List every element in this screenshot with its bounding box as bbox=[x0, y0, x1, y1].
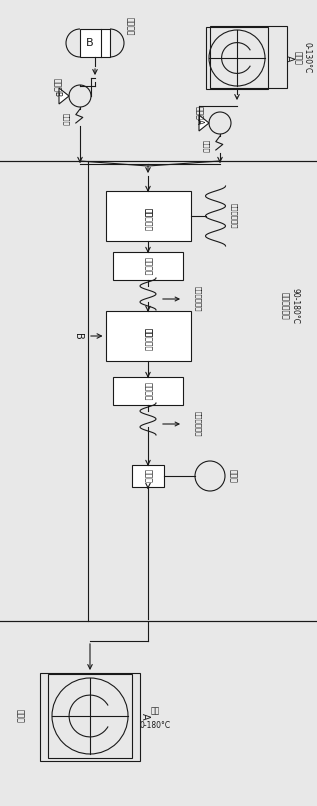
Text: 微通道反应: 微通道反应 bbox=[144, 208, 152, 231]
Bar bbox=[106, 311, 191, 361]
Text: 90-180°C: 90-180°C bbox=[290, 288, 300, 324]
Text: 产品罐: 产品罐 bbox=[16, 709, 24, 723]
Text: 计量泵B: 计量泵B bbox=[54, 78, 62, 98]
Text: 器一: 器一 bbox=[144, 208, 152, 217]
Text: 0-180°C: 0-180°C bbox=[139, 721, 171, 730]
Text: 微通道反应: 微通道反应 bbox=[144, 328, 152, 351]
Text: 原料罐冰: 原料罐冰 bbox=[126, 17, 134, 35]
Bar bbox=[48, 674, 132, 758]
Bar bbox=[132, 465, 164, 487]
Text: B: B bbox=[73, 333, 83, 339]
Text: A: A bbox=[284, 55, 294, 61]
Text: 背压阀一: 背压阀一 bbox=[144, 257, 152, 276]
Text: 液体背压管道: 液体背压管道 bbox=[195, 286, 201, 312]
Polygon shape bbox=[199, 115, 209, 131]
Text: 液体背压管道: 液体背压管道 bbox=[195, 411, 201, 437]
Text: 采样罐: 采样罐 bbox=[229, 469, 237, 483]
Bar bbox=[210, 26, 287, 88]
Text: 背压阀: 背压阀 bbox=[144, 469, 152, 483]
Text: 热媒循环管道: 热媒循环管道 bbox=[230, 203, 237, 229]
Bar bbox=[113, 377, 183, 405]
Bar bbox=[206, 27, 268, 89]
Bar bbox=[40, 673, 140, 761]
Text: B: B bbox=[86, 38, 94, 48]
Text: 热媒循环温度: 热媒循环温度 bbox=[281, 292, 289, 320]
Bar bbox=[113, 252, 183, 280]
Text: 止回阀: 止回阀 bbox=[203, 139, 209, 152]
Text: A: A bbox=[140, 713, 150, 719]
Bar bbox=[80, 29, 110, 57]
Text: 0-130°C: 0-130°C bbox=[302, 43, 312, 73]
Text: 止回阀: 止回阀 bbox=[63, 113, 69, 126]
Text: 器二: 器二 bbox=[144, 328, 152, 337]
Text: 背压阀二: 背压阀二 bbox=[144, 382, 152, 401]
Bar bbox=[106, 191, 191, 241]
Polygon shape bbox=[59, 88, 69, 104]
Text: 原料罐: 原料罐 bbox=[294, 51, 302, 65]
Text: 温度: 温度 bbox=[150, 707, 160, 716]
Text: 计量泵A: 计量泵A bbox=[196, 106, 204, 126]
